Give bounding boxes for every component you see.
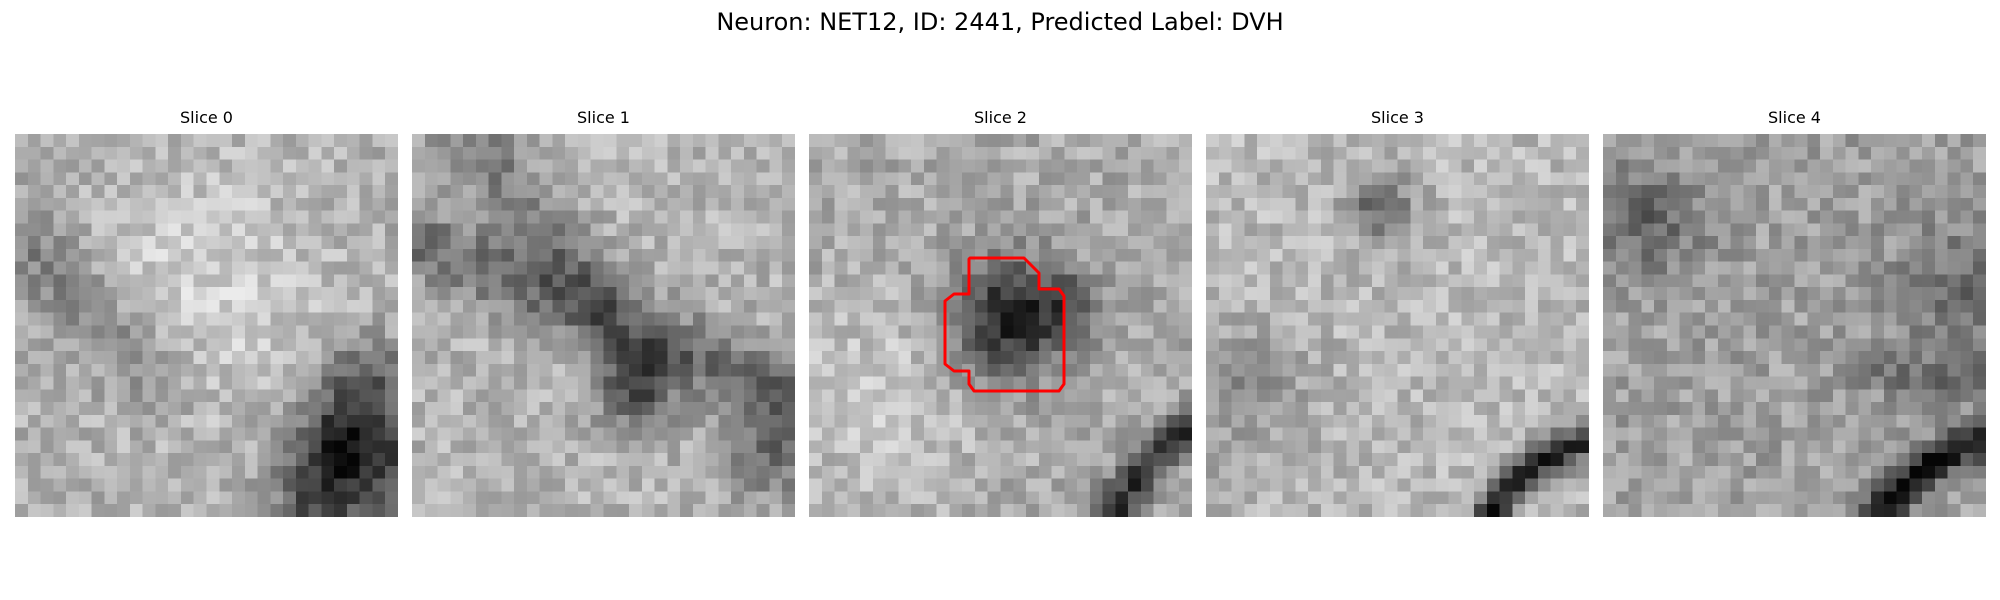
slice-panel-4: Slice 4 <box>1603 108 1986 517</box>
slice-panel-0: Slice 0 <box>15 108 398 517</box>
figure-title: Neuron: NET12, ID: 2441, Predicted Label… <box>716 8 1284 36</box>
slice-image-canvas <box>1206 134 1589 517</box>
slice-panel-1: Slice 1 <box>412 108 795 517</box>
slice-image-canvas <box>1603 134 1986 517</box>
slice-image <box>15 134 398 517</box>
slice-image <box>809 134 1192 517</box>
slice-title: Slice 1 <box>577 108 630 127</box>
slice-title: Slice 0 <box>180 108 233 127</box>
slice-image <box>412 134 795 517</box>
slice-panel-2: Slice 2 <box>809 108 1192 517</box>
slice-image-canvas <box>15 134 398 517</box>
slice-image-canvas <box>809 134 1192 517</box>
slice-image <box>1603 134 1986 517</box>
slice-title: Slice 3 <box>1371 108 1424 127</box>
slice-panel-3: Slice 3 <box>1206 108 1589 517</box>
slice-title: Slice 4 <box>1768 108 1821 127</box>
slice-image <box>1206 134 1589 517</box>
slice-title: Slice 2 <box>974 108 1027 127</box>
slice-image-canvas <box>412 134 795 517</box>
